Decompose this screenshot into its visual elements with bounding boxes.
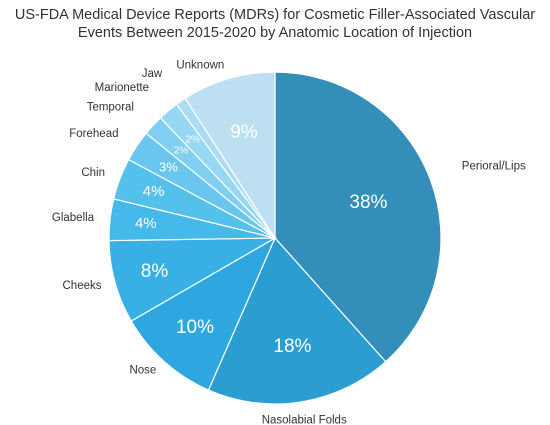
pie-slice-nose xyxy=(130,236,277,391)
category-label-forehead: Forehead xyxy=(69,128,118,140)
chart-title-line-2: Events Between 2015-2020 by Anatomic Loc… xyxy=(77,25,473,41)
category-label-unknown: Unknown xyxy=(176,59,224,71)
pie-slice-unknown xyxy=(184,71,276,241)
value-label-temporal: 2% xyxy=(174,146,189,157)
category-label-marionette: Marionette xyxy=(95,82,149,94)
category-label-cheeks: Cheeks xyxy=(63,280,102,292)
value-label-cheeks: 8% xyxy=(141,261,169,282)
value-label-nasolabial-folds: 18% xyxy=(273,336,311,357)
category-label-nasolabial-folds: Nasolabial Folds xyxy=(262,415,347,425)
value-label-nose: 10% xyxy=(176,317,214,338)
value-label-forehead: 3% xyxy=(159,160,178,175)
value-label-glabella: 4% xyxy=(135,215,157,232)
category-label-jaw: Jaw xyxy=(142,68,163,80)
category-label-nose: Nose xyxy=(129,365,156,377)
category-label-chin: Chin xyxy=(81,167,105,179)
value-label-marionette: 2% xyxy=(185,134,200,145)
chart-title-line-1: US-FDA Medical Device Reports (MDRs) for… xyxy=(14,7,536,23)
pie-slice-nasolabial-folds xyxy=(207,236,387,405)
value-label-unknown: 9% xyxy=(230,122,258,143)
pie-slice-perioral-lips xyxy=(274,71,442,363)
category-label-perioral-lips: Perioral/Lips xyxy=(462,161,526,173)
value-label-chin: 4% xyxy=(143,183,165,200)
category-label-temporal: Temporal xyxy=(87,102,134,114)
category-label-glabella: Glabella xyxy=(52,212,95,224)
value-label-perioral-lips: 38% xyxy=(349,192,387,213)
